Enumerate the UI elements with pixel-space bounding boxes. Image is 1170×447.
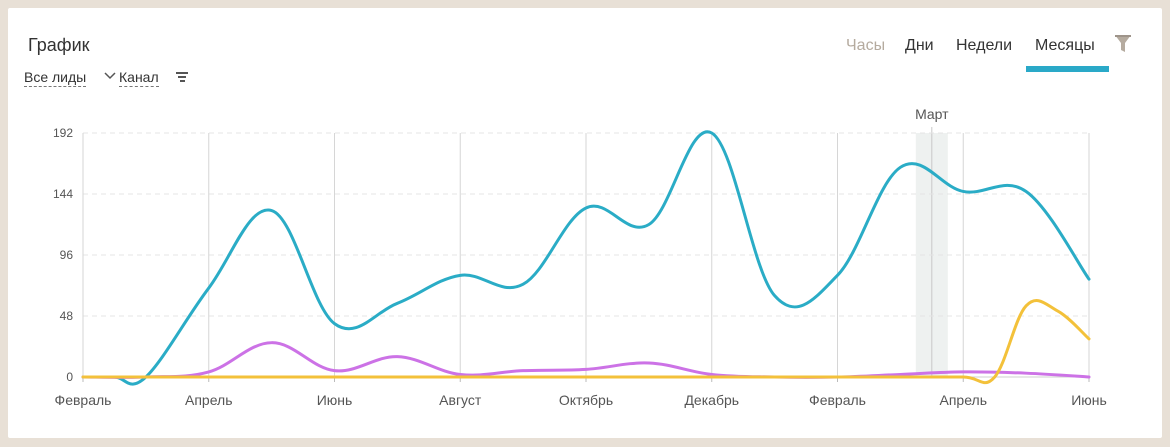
x-tick-label: Август <box>439 392 482 408</box>
x-tick-label: Октябрь <box>559 392 613 408</box>
x-tick-label: Февраль <box>55 392 112 408</box>
highlight-label: Март <box>915 106 949 122</box>
y-tick-label: 48 <box>60 309 74 323</box>
series-line-2 <box>81 299 1091 385</box>
chevron-down-icon[interactable] <box>104 70 116 82</box>
line-chart: Март 0 48 96 144 192 Февраль Апрель Июнь Август Ок… <box>53 106 1107 408</box>
funnel-icon[interactable] <box>1114 34 1132 54</box>
x-tick-label: Апрель <box>185 392 233 408</box>
tab-months[interactable]: Месяцы <box>1035 37 1095 54</box>
x-tick-label: Февраль <box>809 392 866 408</box>
tab-weeks[interactable]: Недели <box>956 37 1013 54</box>
y-tick-label: 0 <box>66 370 73 384</box>
series-line-0 <box>81 130 1091 386</box>
chart-card: График Все лиды Канал Часы Дни Недели Ме… <box>8 8 1162 438</box>
sort-lines-icon[interactable] <box>176 70 188 84</box>
filter-channel[interactable]: Канал <box>119 69 159 87</box>
y-tick-label: 96 <box>60 248 74 262</box>
page-title: График <box>28 35 90 55</box>
tab-days[interactable]: Дни <box>905 37 934 54</box>
series-line-1 <box>81 341 1091 379</box>
x-tick-label: Декабрь <box>684 392 739 408</box>
filter-all-leads[interactable]: Все лиды <box>24 69 87 87</box>
tab-hours[interactable]: Часы <box>846 37 886 54</box>
x-tick-label: Апрель <box>940 392 988 408</box>
active-tab-indicator <box>1026 66 1109 72</box>
x-tick-label: Июнь <box>1071 392 1107 408</box>
y-tick-label: 144 <box>53 187 73 201</box>
y-tick-label: 192 <box>53 126 73 140</box>
x-tick-label: Июнь <box>317 392 353 408</box>
